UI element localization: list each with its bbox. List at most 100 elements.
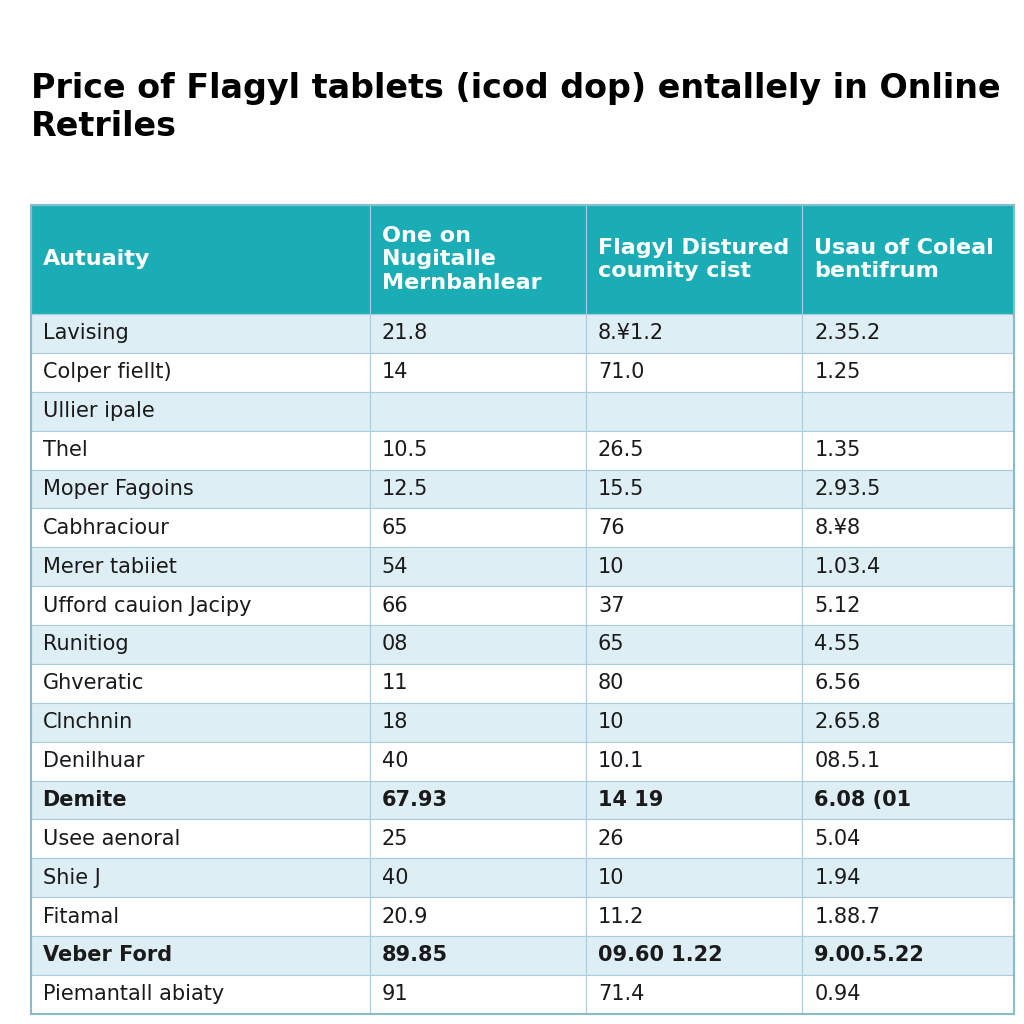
FancyBboxPatch shape [586, 858, 803, 897]
FancyBboxPatch shape [31, 664, 370, 702]
Text: 26.5: 26.5 [598, 440, 644, 460]
FancyBboxPatch shape [31, 547, 370, 586]
Text: Veber Ford: Veber Ford [43, 945, 172, 966]
Text: 40: 40 [382, 867, 409, 888]
FancyBboxPatch shape [586, 819, 803, 858]
Text: 67.93: 67.93 [382, 790, 447, 810]
Text: 71.0: 71.0 [598, 362, 644, 382]
FancyBboxPatch shape [370, 205, 586, 314]
Text: 54: 54 [382, 557, 409, 577]
Text: Lavising: Lavising [43, 324, 128, 343]
FancyBboxPatch shape [803, 975, 1014, 1014]
FancyBboxPatch shape [586, 625, 803, 664]
Text: 6.08 (01: 6.08 (01 [814, 790, 911, 810]
FancyBboxPatch shape [586, 741, 803, 780]
Text: 4.55: 4.55 [814, 635, 860, 654]
FancyBboxPatch shape [31, 431, 370, 470]
Text: Clnchnin: Clnchnin [43, 713, 133, 732]
FancyBboxPatch shape [370, 625, 586, 664]
Text: 10: 10 [598, 713, 625, 732]
Text: 1.35: 1.35 [814, 440, 860, 460]
FancyBboxPatch shape [370, 586, 586, 625]
FancyBboxPatch shape [31, 897, 370, 936]
Text: 65: 65 [598, 635, 625, 654]
Text: 10.1: 10.1 [598, 751, 644, 771]
FancyBboxPatch shape [803, 205, 1014, 314]
FancyBboxPatch shape [586, 975, 803, 1014]
Text: 40: 40 [382, 751, 409, 771]
FancyBboxPatch shape [370, 741, 586, 780]
FancyBboxPatch shape [370, 780, 586, 819]
Text: 20.9: 20.9 [382, 906, 428, 927]
FancyBboxPatch shape [31, 975, 370, 1014]
FancyBboxPatch shape [586, 431, 803, 470]
FancyBboxPatch shape [586, 664, 803, 702]
FancyBboxPatch shape [370, 664, 586, 702]
Text: Thel: Thel [43, 440, 87, 460]
FancyBboxPatch shape [31, 780, 370, 819]
FancyBboxPatch shape [370, 897, 586, 936]
FancyBboxPatch shape [370, 470, 586, 508]
Text: 1.88.7: 1.88.7 [814, 906, 881, 927]
Text: 10: 10 [598, 867, 625, 888]
FancyBboxPatch shape [31, 858, 370, 897]
Text: Usau of Coleal
bentifrum: Usau of Coleal bentifrum [814, 238, 994, 281]
Text: 65: 65 [382, 518, 409, 538]
Text: Ufford cauion Jacipy: Ufford cauion Jacipy [43, 596, 251, 615]
Text: 08.5.1: 08.5.1 [814, 751, 881, 771]
Text: Autuaity: Autuaity [43, 250, 150, 269]
Text: 14 19: 14 19 [598, 790, 664, 810]
Text: 5.04: 5.04 [814, 828, 860, 849]
FancyBboxPatch shape [803, 780, 1014, 819]
FancyBboxPatch shape [586, 780, 803, 819]
Text: Denilhuar: Denilhuar [43, 751, 144, 771]
FancyBboxPatch shape [31, 205, 370, 314]
Text: 10: 10 [598, 557, 625, 577]
FancyBboxPatch shape [803, 819, 1014, 858]
FancyBboxPatch shape [803, 586, 1014, 625]
FancyBboxPatch shape [803, 470, 1014, 508]
FancyBboxPatch shape [586, 205, 803, 314]
Text: One on
Nugitalle
Mernbahlear: One on Nugitalle Mernbahlear [382, 226, 542, 293]
Text: 8.¥8: 8.¥8 [814, 518, 860, 538]
Text: 8.¥1.2: 8.¥1.2 [598, 324, 664, 343]
FancyBboxPatch shape [586, 470, 803, 508]
FancyBboxPatch shape [803, 353, 1014, 392]
Text: Fitamal: Fitamal [43, 906, 119, 927]
FancyBboxPatch shape [370, 431, 586, 470]
Text: 66: 66 [382, 596, 409, 615]
Text: Flagyl Distured
coumity cist: Flagyl Distured coumity cist [598, 238, 790, 281]
FancyBboxPatch shape [586, 392, 803, 431]
FancyBboxPatch shape [370, 819, 586, 858]
Text: 2.93.5: 2.93.5 [814, 479, 881, 499]
FancyBboxPatch shape [31, 314, 370, 353]
Text: Shie J: Shie J [43, 867, 100, 888]
FancyBboxPatch shape [803, 547, 1014, 586]
Text: 76: 76 [598, 518, 625, 538]
Text: Ullier ipale: Ullier ipale [43, 401, 155, 421]
Text: Piemantall abiaty: Piemantall abiaty [43, 984, 224, 1005]
Text: 26: 26 [598, 828, 625, 849]
FancyBboxPatch shape [31, 936, 370, 975]
FancyBboxPatch shape [370, 702, 586, 741]
Text: 11: 11 [382, 674, 409, 693]
FancyBboxPatch shape [370, 547, 586, 586]
Text: 1.03.4: 1.03.4 [814, 557, 881, 577]
FancyBboxPatch shape [31, 392, 370, 431]
FancyBboxPatch shape [803, 702, 1014, 741]
FancyBboxPatch shape [370, 975, 586, 1014]
FancyBboxPatch shape [586, 897, 803, 936]
FancyBboxPatch shape [31, 625, 370, 664]
FancyBboxPatch shape [803, 625, 1014, 664]
FancyBboxPatch shape [370, 936, 586, 975]
FancyBboxPatch shape [370, 392, 586, 431]
Text: Runitiog: Runitiog [43, 635, 128, 654]
FancyBboxPatch shape [803, 314, 1014, 353]
Text: Demite: Demite [43, 790, 127, 810]
Text: 10.5: 10.5 [382, 440, 428, 460]
FancyBboxPatch shape [586, 702, 803, 741]
FancyBboxPatch shape [586, 314, 803, 353]
Text: 71.4: 71.4 [598, 984, 644, 1005]
Text: 0.94: 0.94 [814, 984, 861, 1005]
Text: 5.12: 5.12 [814, 596, 860, 615]
